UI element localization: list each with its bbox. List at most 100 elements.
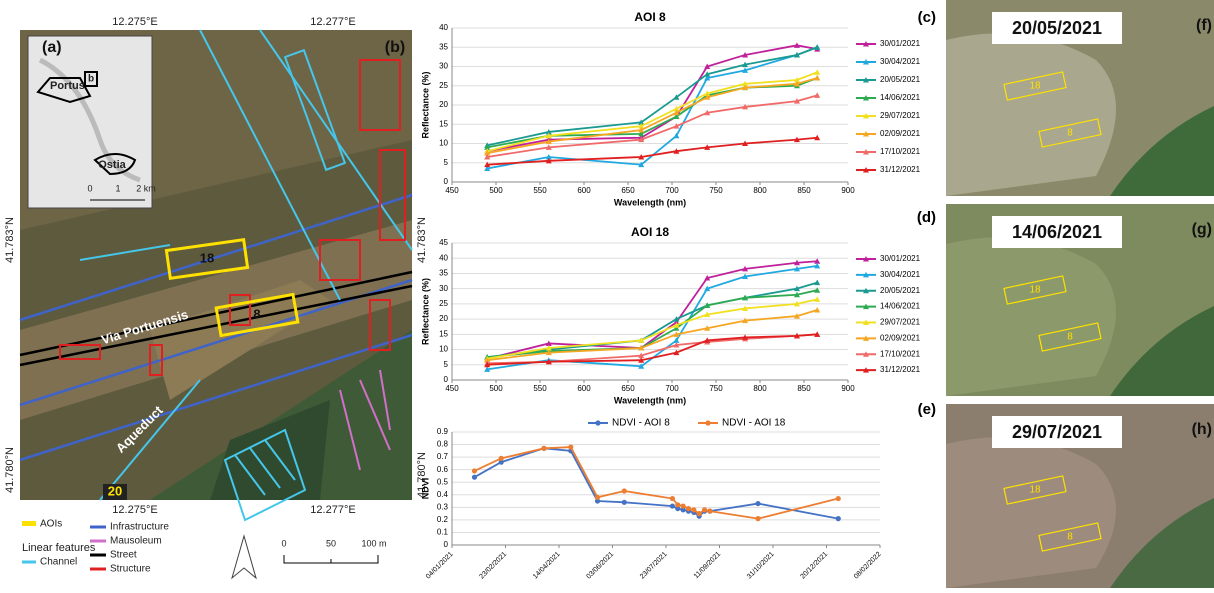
legend-label: 31/12/2021 xyxy=(880,165,921,174)
marker xyxy=(835,495,841,502)
marker xyxy=(638,352,645,359)
marker xyxy=(742,140,749,146)
marker xyxy=(545,153,552,160)
marker xyxy=(704,285,711,292)
marker xyxy=(471,468,478,474)
legend-swatch xyxy=(863,41,869,47)
marker xyxy=(814,44,821,50)
marker xyxy=(704,337,711,343)
legend-label: 30/04/2021 xyxy=(880,270,921,279)
panel-label: (a) xyxy=(42,39,62,56)
scale-label: 0 xyxy=(87,183,92,193)
marker xyxy=(742,51,749,58)
x-tick-label: 500 xyxy=(489,186,503,195)
marker xyxy=(814,262,821,269)
x-tick-label: 850 xyxy=(797,186,811,195)
scale-label: 50 xyxy=(326,538,336,548)
y-tick-label: 35 xyxy=(439,42,448,51)
legend-label: 02/09/2021 xyxy=(880,333,921,342)
y-tick-label: 45 xyxy=(439,238,448,247)
marker xyxy=(484,150,491,156)
aoi xyxy=(1038,118,1102,148)
legend-label: 17/10/2021 xyxy=(880,349,921,358)
marker xyxy=(704,311,711,318)
marker xyxy=(484,161,491,168)
series-line xyxy=(474,447,839,520)
y-tick-label: 0.1 xyxy=(437,528,449,537)
marker xyxy=(814,69,821,75)
legend-label: 30/01/2021 xyxy=(880,39,921,48)
aoi-label: 8 xyxy=(1067,332,1073,343)
scale-label: 0 xyxy=(281,538,286,548)
marker xyxy=(707,508,713,514)
scale-label: 1 xyxy=(115,183,120,193)
y-tick-label: 30 xyxy=(439,62,448,71)
x-tick-label: 700 xyxy=(665,186,679,195)
marker xyxy=(673,113,680,120)
coord-label: 41.783°N xyxy=(4,217,16,263)
marker xyxy=(793,313,800,319)
aoi-label-bg xyxy=(103,484,127,500)
x-tick-label: 23/02/2021 xyxy=(478,551,508,581)
legend-label: 14/06/2021 xyxy=(880,302,921,311)
marker xyxy=(638,119,645,125)
marker xyxy=(673,148,680,154)
aoi xyxy=(1038,522,1102,552)
x-axis-label: Wavelength (nm) xyxy=(614,197,686,207)
marker xyxy=(742,103,749,110)
coord-label: 12.275°E xyxy=(112,504,157,516)
legend-label: Mausoleum xyxy=(110,536,162,547)
date-box xyxy=(992,12,1122,44)
marker xyxy=(568,444,574,450)
image-date: 14/06/2021 xyxy=(1012,222,1102,242)
coord-label: 12.277°E xyxy=(310,504,355,516)
marker xyxy=(704,90,711,96)
image-area xyxy=(1110,306,1214,396)
marker xyxy=(742,305,749,311)
x-tick-label: 900 xyxy=(841,384,855,393)
series-line xyxy=(474,446,839,520)
legend-swatch xyxy=(705,420,711,426)
panel-label: (b) xyxy=(385,39,405,56)
legend-swatch xyxy=(863,131,869,137)
panel-label: (f) xyxy=(1196,17,1212,34)
legend-label: 29/07/2021 xyxy=(880,318,921,327)
legend-label: 20/05/2021 xyxy=(880,286,921,295)
marker xyxy=(755,500,761,507)
x-tick-label: 550 xyxy=(533,384,547,393)
aoi-label: 18 xyxy=(1029,81,1041,92)
legend-swatch xyxy=(863,149,869,155)
place-label: Portus xyxy=(50,80,85,92)
aoi xyxy=(1003,71,1067,101)
y-tick-label: 0.7 xyxy=(437,452,449,461)
marker xyxy=(814,134,821,141)
marker xyxy=(673,349,680,356)
marker xyxy=(545,132,552,139)
x-tick-label: 600 xyxy=(577,186,591,195)
series-line xyxy=(487,94,818,158)
marker xyxy=(673,109,680,116)
panel-label: (d) xyxy=(917,209,936,226)
marker xyxy=(638,153,645,160)
x-axis-label: Wavelength (nm) xyxy=(614,395,686,405)
marker xyxy=(793,285,800,292)
marker xyxy=(673,316,680,322)
x-tick-label: 550 xyxy=(533,186,547,195)
legend-label: Infrastructure xyxy=(110,522,169,533)
marker xyxy=(793,76,800,83)
aoi-label: 18 xyxy=(1029,285,1041,296)
x-tick-label: 500 xyxy=(489,384,503,393)
legend-swatch xyxy=(863,335,869,341)
marker xyxy=(484,153,491,160)
legend-swatch xyxy=(863,113,869,119)
legend-swatch xyxy=(863,77,869,83)
aoi xyxy=(1003,475,1067,505)
y-tick-label: 0 xyxy=(444,177,449,186)
legend-swatch xyxy=(863,303,869,310)
marker xyxy=(814,306,821,313)
panel-label: (c) xyxy=(918,9,936,26)
x-tick-label: 31/10/2021 xyxy=(746,551,776,581)
y-tick-label: 0 xyxy=(444,375,449,384)
